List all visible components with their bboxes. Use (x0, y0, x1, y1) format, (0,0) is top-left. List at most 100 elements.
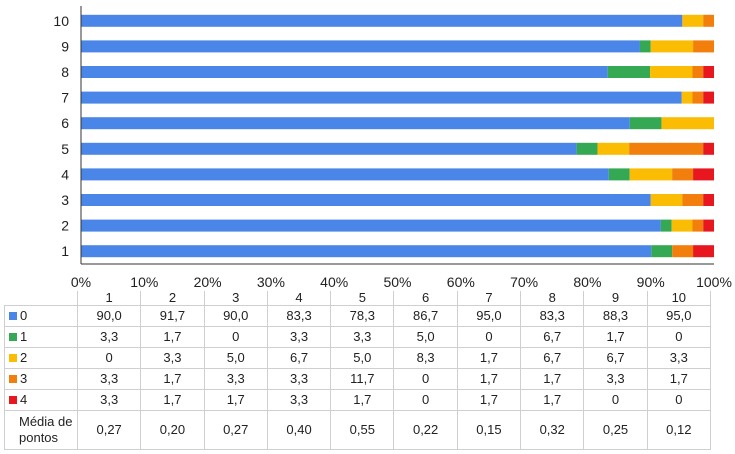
table-header-cell: 4 (266, 291, 332, 306)
bar-segment-cat-5-series-1 (576, 142, 598, 155)
bar-segment-cat-8-series-0 (81, 66, 608, 78)
table-cell: 0,15 (456, 410, 522, 450)
table-cell: 0 (456, 326, 522, 348)
table-corner-cell (4, 291, 78, 306)
summary-row-label: Média de pontos (4, 410, 78, 450)
y-tick-label: 10 (53, 13, 69, 29)
legend-label: 1 (20, 329, 28, 344)
table-cell: 3,3 (266, 326, 332, 348)
table-cell: 1,7 (330, 389, 395, 411)
y-tick-label: 7 (61, 90, 69, 106)
bar-segment-cat-2-series-4 (703, 219, 714, 232)
bar-segment-cat-8-series-2 (650, 66, 693, 78)
y-tick-label: 9 (61, 38, 69, 54)
table-cell: 0 (393, 389, 458, 411)
bar-segment-cat-5-series-3 (629, 142, 704, 155)
legend-label: 0 (20, 308, 28, 323)
table-cell: 1,7 (520, 368, 585, 390)
y-tick-label: 1 (61, 243, 69, 259)
table-cell: 95,0 (646, 305, 711, 327)
x-tick-label: 70% (510, 274, 538, 290)
table-cell: 0,22 (393, 410, 458, 450)
bar-segment-cat-3-series-3 (682, 194, 704, 206)
table-cell: 0,20 (140, 410, 205, 450)
bar-segment-cat-1-series-3 (672, 245, 694, 258)
bar-segment-cat-4-series-2 (629, 168, 673, 181)
legend-swatch-icon (9, 333, 17, 341)
y-tick-label: 3 (61, 192, 69, 208)
legend-entry: 4 (4, 389, 78, 411)
table-header-cell: 10 (646, 291, 711, 306)
table-cell: 3,3 (646, 347, 711, 369)
bar-segment-cat-3-series-0 (81, 194, 651, 206)
legend-label: 4 (20, 392, 28, 407)
table-cell: 0 (203, 326, 268, 348)
bar-segment-cat-5-series-0 (81, 142, 577, 155)
table-cell: 1,7 (140, 326, 205, 348)
y-tick-label: 2 (61, 218, 69, 234)
table-cell: 0 (646, 389, 711, 411)
table-cell: 3,3 (330, 326, 395, 348)
x-tick-label: 90% (637, 274, 665, 290)
bar-segment-cat-1-series-0 (81, 245, 652, 258)
table-cell: 0,32 (520, 410, 585, 450)
table-cell: 78,3 (330, 305, 395, 327)
bar-segment-cat-7-series-0 (81, 91, 682, 104)
legend-swatch-icon (9, 354, 17, 362)
table-cell: 0,25 (583, 410, 648, 450)
bar-segment-cat-8-series-1 (607, 66, 651, 78)
table-header-cell: 8 (520, 291, 585, 306)
table-cell: 88,3 (583, 305, 648, 327)
table-cell: 11,7 (330, 368, 395, 390)
bar-segment-cat-5-series-4 (703, 142, 714, 155)
table-cell: 3,3 (140, 347, 205, 369)
table-cell: 91,7 (140, 305, 205, 327)
legend-entry: 1 (4, 326, 78, 348)
table-cell: 1,7 (140, 389, 205, 411)
table-cell: 6,7 (583, 347, 648, 369)
table-summary-row: Média de pontos 0,27 0,20 0,27 0,40 0,55 0,22 0… (4, 410, 711, 450)
table-cell: 0,27 (76, 410, 142, 450)
bar-segment-cat-9-series-1 (639, 40, 651, 53)
table-cell: 5,0 (203, 347, 268, 369)
table-cell: 0,12 (646, 410, 711, 450)
table-cell: 90,0 (76, 305, 142, 327)
legend-entry: 2 (4, 347, 78, 369)
legend-swatch-icon (9, 312, 17, 320)
y-tick-label: 4 (61, 166, 69, 182)
bar-segment-cat-4-series-0 (81, 168, 609, 181)
table-cell: 0 (76, 347, 142, 369)
table-cell: 0 (393, 368, 458, 390)
table-cell: 1,7 (456, 389, 522, 411)
x-tick-label: 30% (257, 274, 285, 290)
table-cell: 3,3 (583, 368, 648, 390)
bar-segment-cat-4-series-3 (672, 168, 694, 181)
bar-segment-cat-5-series-2 (597, 142, 630, 155)
table-row: 2 0 3,3 5,0 6,7 5,0 8,3 1,7 6,7 6,7 3,3 (4, 347, 711, 369)
table-cell: 0 (646, 326, 711, 348)
bar-segment-cat-2-series-0 (81, 219, 661, 232)
bar-segment-cat-10-series-3 (703, 14, 714, 27)
table-header-row: 1 2 3 4 5 6 7 8 9 10 (4, 291, 711, 306)
table-row: 4 3,3 1,7 1,7 3,3 1,7 0 1,7 1,7 0 0 (4, 389, 711, 411)
table-cell: 83,3 (520, 305, 585, 327)
stacked-bar-chart: 1 2 3 4 5 6 7 8 9 10 0% 10% 20% 30% 40% 50% 60% 70% 80% 90… (53, 6, 732, 290)
legend-entry: 0 (4, 305, 78, 327)
bar-segment-cat-10-series-2 (682, 14, 704, 27)
bar-segment-cat-7-series-4 (703, 91, 714, 104)
bar-segment-cat-6-series-0 (81, 117, 630, 130)
table-header-cell: 7 (456, 291, 522, 306)
table-cell: 86,7 (393, 305, 458, 327)
bar-segment-cat-9-series-2 (650, 40, 694, 53)
y-tick-label: 8 (61, 64, 69, 80)
bar-segment-cat-2-series-3 (692, 219, 704, 232)
table-row: 0 90,0 91,7 90,0 83,3 78,3 86,7 95,0 83,3 88,3 95,… (4, 305, 711, 327)
table-header-cell: 2 (140, 291, 205, 306)
table-cell: 6,7 (266, 347, 332, 369)
table-cell: 8,3 (393, 347, 458, 369)
bar-segment-cat-7-series-3 (692, 91, 704, 104)
table-cell: 1,7 (140, 368, 205, 390)
legend-label: 3 (20, 371, 28, 386)
table-row: 3 3,3 1,7 3,3 3,3 11,7 0 1,7 1,7 3,3 1,7 (4, 368, 711, 390)
x-tick-label: 10% (130, 274, 158, 290)
